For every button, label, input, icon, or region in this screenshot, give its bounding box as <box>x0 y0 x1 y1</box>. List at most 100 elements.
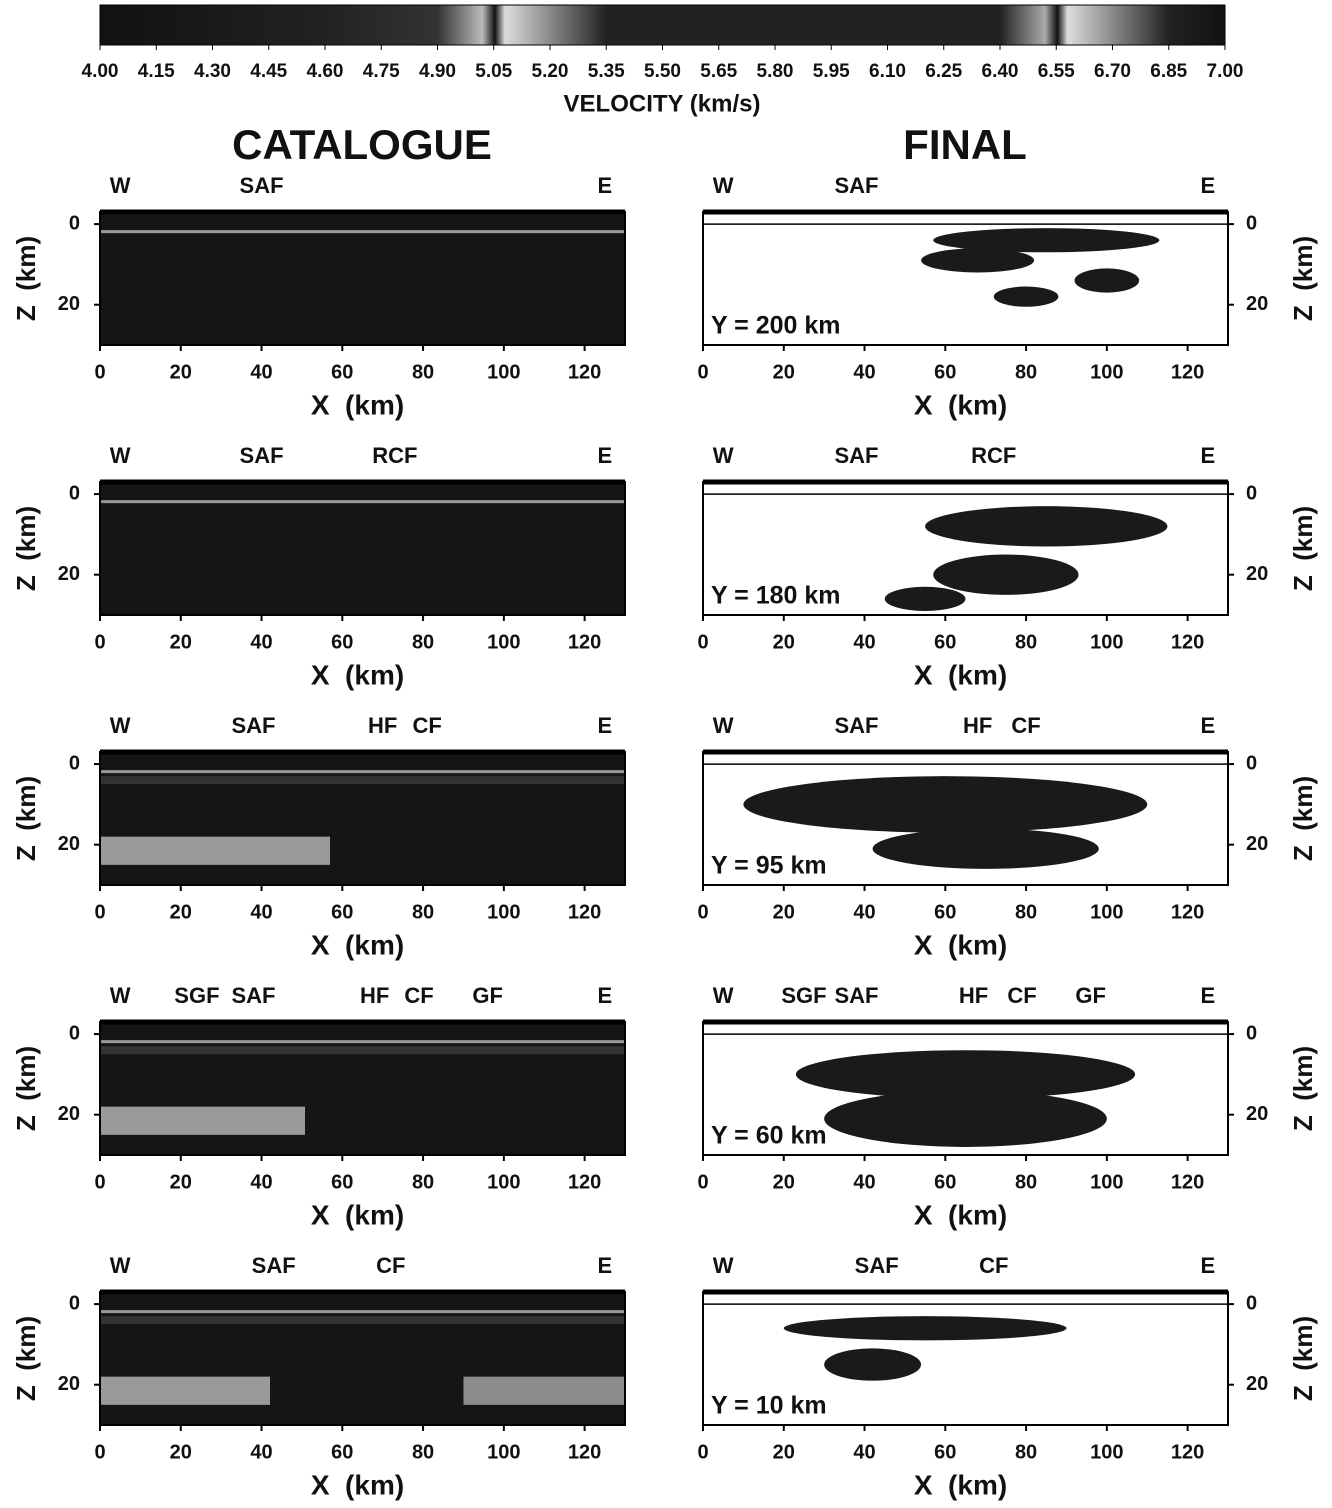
x-tick-label: 120 <box>568 361 601 383</box>
fault-label: E <box>597 983 612 1008</box>
x-tick-label: 120 <box>1171 631 1204 653</box>
colorbar-tick-label: 6.25 <box>925 61 962 82</box>
y-axis-label: Z (km) <box>11 1316 41 1401</box>
fault-label: SAF <box>834 983 878 1008</box>
x-tick-label: 0 <box>94 1171 105 1193</box>
y-tick-label: 0 <box>1246 752 1257 774</box>
x-tick-label: 0 <box>697 631 708 653</box>
y-tick-label: 0 <box>69 1292 80 1314</box>
y-tick-label: 20 <box>1246 833 1268 855</box>
slice-label: Y = 200 km <box>711 312 841 340</box>
slice-label: Y = 10 km <box>711 1392 827 1420</box>
x-tick-label: 20 <box>170 361 192 383</box>
x-tick-label: 20 <box>773 631 795 653</box>
resolved-region <box>1074 268 1140 293</box>
resolved-region <box>743 776 1148 833</box>
x-tick-label: 120 <box>568 1441 601 1463</box>
y-tick-label: 0 <box>1246 1022 1257 1044</box>
shallow-layer <box>100 1040 625 1044</box>
colorbar-tick-label: 6.55 <box>1038 61 1075 82</box>
fault-label: SAF <box>252 1253 296 1278</box>
slice-label: Y = 60 km <box>711 1122 827 1150</box>
fault-label: SAF <box>231 983 275 1008</box>
colorbar-tick-label: 6.85 <box>1150 61 1187 82</box>
x-axis-label: X (km) <box>914 1469 1007 1500</box>
fault-label: W <box>713 1253 734 1278</box>
x-tick-label: 20 <box>170 1441 192 1463</box>
fault-label: E <box>1200 443 1215 468</box>
column-title: FINAL <box>903 121 1027 168</box>
resolved-region <box>933 554 1079 595</box>
x-tick-label: 20 <box>773 361 795 383</box>
x-tick-label: 40 <box>250 1171 272 1193</box>
fault-label: E <box>597 443 612 468</box>
fault-label: HF <box>368 713 397 738</box>
y-tick-label: 0 <box>69 212 80 234</box>
x-tick-label: 80 <box>1015 1171 1037 1193</box>
velocity-field <box>100 212 625 345</box>
upper-patch <box>100 1046 625 1055</box>
x-tick-label: 20 <box>773 901 795 923</box>
column-title: CATALOGUE <box>232 121 492 168</box>
x-tick-label: 20 <box>773 1171 795 1193</box>
fault-label: W <box>713 713 734 738</box>
y-axis-label: Z (km) <box>1288 1316 1318 1401</box>
fault-label: W <box>110 173 131 198</box>
x-tick-label: 60 <box>331 1171 353 1193</box>
x-tick-label: 100 <box>1090 901 1123 923</box>
y-axis-label: Z (km) <box>1288 506 1318 591</box>
resolved-region <box>795 1050 1136 1099</box>
x-tick-label: 20 <box>773 1441 795 1463</box>
fault-label: W <box>713 983 734 1008</box>
x-tick-label: 120 <box>1171 1171 1204 1193</box>
fault-label: SAF <box>231 713 275 738</box>
colorbar-tick-label: 4.45 <box>250 61 287 82</box>
fault-label: SAF <box>834 443 878 468</box>
slice-label: Y = 180 km <box>711 582 841 610</box>
colorbar-tick-label: 4.00 <box>82 61 119 82</box>
colorbar-tick-label: 5.35 <box>588 61 625 82</box>
y-axis-label: Z (km) <box>1288 236 1318 321</box>
x-axis-label: X (km) <box>311 389 404 420</box>
upper-patch <box>100 776 625 785</box>
fault-label: GF <box>472 983 503 1008</box>
y-tick-label: 0 <box>1246 212 1257 234</box>
fault-label: SAF <box>240 443 284 468</box>
x-tick-label: 20 <box>170 631 192 653</box>
x-tick-label: 40 <box>250 361 272 383</box>
x-tick-label: 80 <box>412 901 434 923</box>
y-tick-label: 0 <box>69 752 80 774</box>
resolved-region <box>993 286 1059 307</box>
low-velocity-patch <box>100 1376 270 1405</box>
fault-label: SAF <box>834 713 878 738</box>
colorbar-tick-label: 4.75 <box>363 61 400 82</box>
fault-label: CF <box>412 713 441 738</box>
x-tick-label: 120 <box>568 1171 601 1193</box>
resolved-region <box>921 248 1035 273</box>
x-tick-label: 40 <box>853 361 875 383</box>
fault-label: W <box>110 983 131 1008</box>
fault-label: E <box>1200 1253 1215 1278</box>
colorbar-tick-label: 4.60 <box>307 61 344 82</box>
x-tick-label: 100 <box>1090 631 1123 653</box>
x-tick-label: 100 <box>1090 1171 1123 1193</box>
x-tick-label: 60 <box>934 631 956 653</box>
x-tick-label: 80 <box>412 631 434 653</box>
x-tick-label: 0 <box>94 901 105 923</box>
x-tick-label: 40 <box>853 901 875 923</box>
x-tick-label: 80 <box>1015 631 1037 653</box>
y-tick-label: 20 <box>58 563 80 585</box>
low-velocity-patch <box>463 1376 625 1405</box>
x-axis-label: X (km) <box>914 1199 1007 1230</box>
fault-label: SAF <box>855 1253 899 1278</box>
shallow-layer <box>100 770 625 774</box>
y-axis-label: Z (km) <box>1288 776 1318 861</box>
fault-label: SGF <box>781 983 826 1008</box>
colorbar-tick-label: 5.50 <box>644 61 681 82</box>
x-axis-label: X (km) <box>914 659 1007 690</box>
fault-label: E <box>1200 983 1215 1008</box>
x-tick-label: 60 <box>934 1441 956 1463</box>
x-tick-label: 60 <box>934 1171 956 1193</box>
x-tick-label: 0 <box>94 1441 105 1463</box>
